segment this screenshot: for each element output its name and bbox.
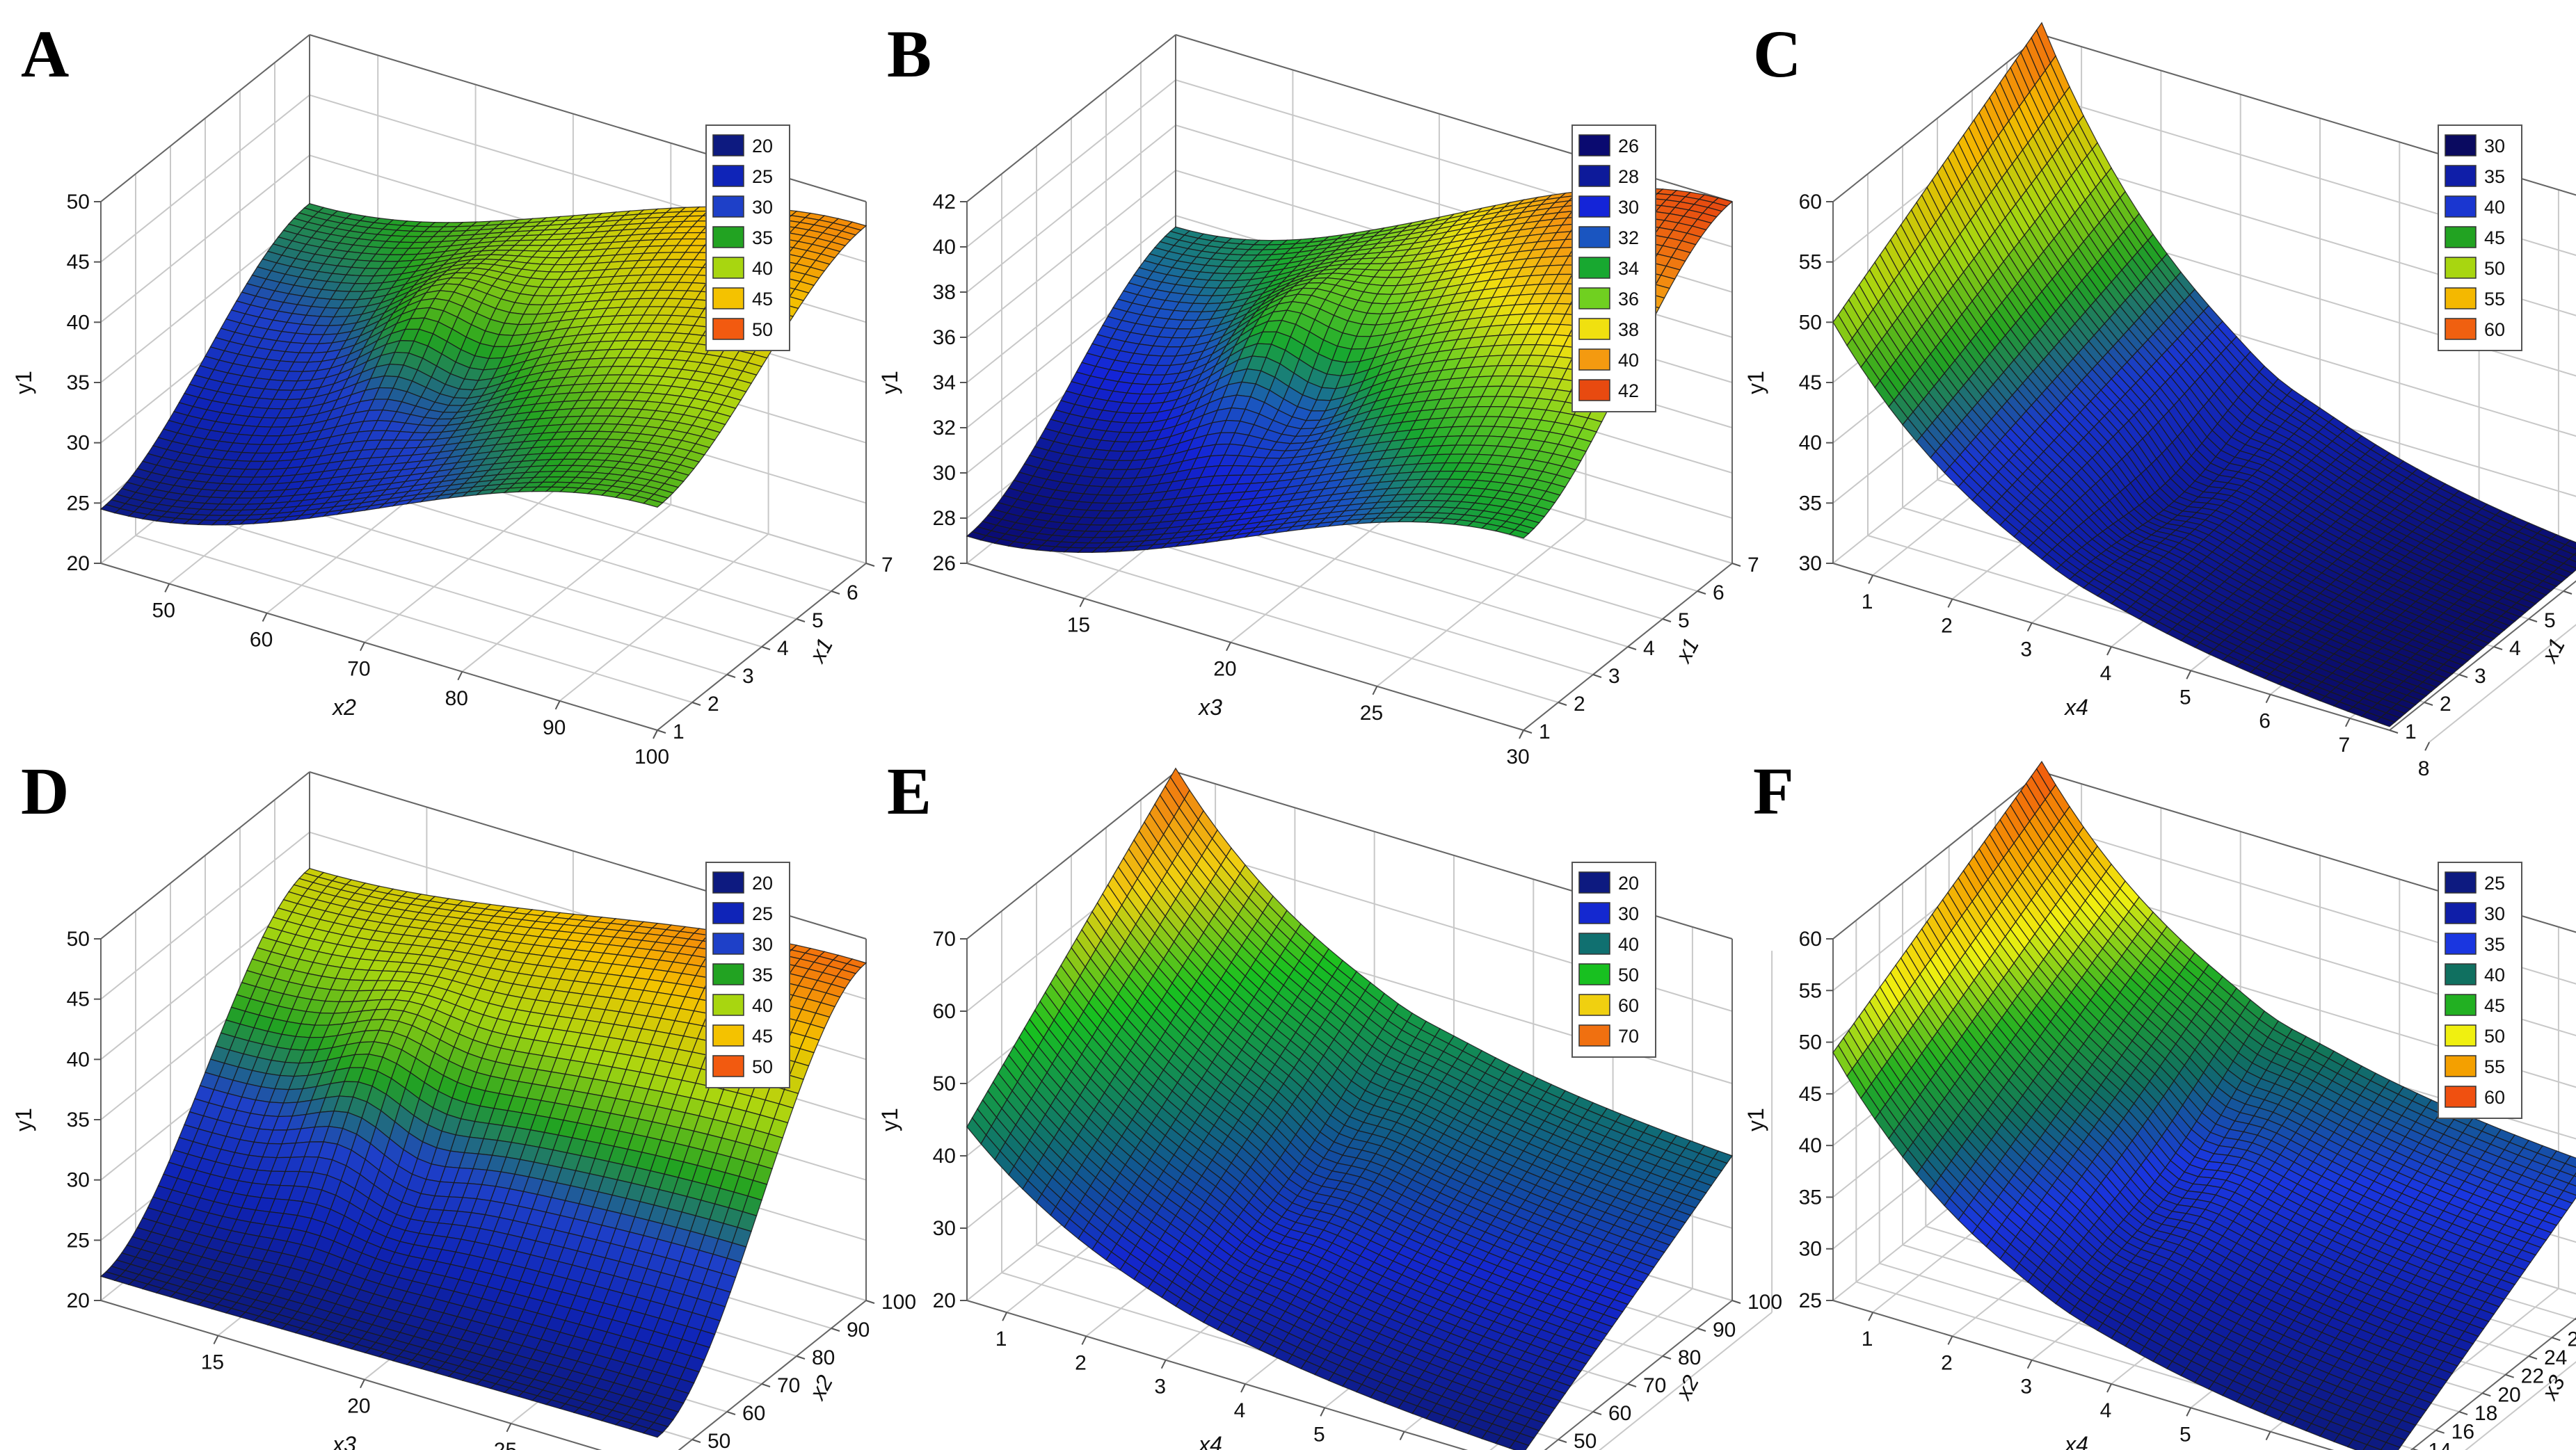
- z-tick-label: 45: [67, 251, 90, 274]
- legend-swatch: [712, 287, 744, 309]
- legend-entry: 45: [752, 289, 773, 309]
- x-axis-label: x3: [1197, 695, 1222, 720]
- legend-entry: 36: [1618, 289, 1639, 309]
- legend-entry: 38: [1618, 319, 1639, 340]
- floor-gridline-y: [170, 507, 728, 675]
- panel-label: C: [1753, 17, 1801, 91]
- z-tick-label: 38: [933, 281, 956, 304]
- y-tick-label: 3: [742, 665, 754, 688]
- x-tick-label: 15: [1067, 614, 1090, 637]
- legend-swatch: [712, 257, 744, 279]
- x-tick-label: 60: [250, 629, 273, 652]
- legend-swatch: [712, 134, 744, 156]
- z-tick-label: 30: [67, 432, 90, 455]
- y-tick-label: 5: [812, 609, 824, 632]
- legend-swatch: [1578, 165, 1610, 187]
- legend-swatch: [712, 226, 744, 248]
- axis-frame-edge: [100, 563, 658, 731]
- x-tick-label: 25: [1360, 702, 1383, 725]
- legend-swatch: [1578, 348, 1610, 371]
- legend-swatch: [712, 195, 744, 218]
- y-tick-label: 6: [847, 581, 858, 604]
- z-axis-label: y1: [877, 371, 902, 394]
- y-tick-label: 4: [777, 637, 789, 660]
- z-tick-label: 36: [933, 326, 956, 349]
- y-tick-label: 2: [1574, 693, 1585, 716]
- panel-label: B: [887, 17, 931, 91]
- floor-gridline-y: [135, 535, 693, 703]
- z-tick-label: 25: [67, 492, 90, 515]
- x-tick-label: 80: [445, 687, 468, 710]
- x-tick-label: 50: [152, 599, 175, 622]
- surface-mesh: [99, 202, 867, 526]
- z-tick-label: 40: [933, 236, 956, 259]
- legend-entry: 50: [752, 319, 773, 340]
- y-tick-label: 2: [707, 693, 719, 716]
- legend-swatch: [712, 318, 744, 340]
- y-tick-label: 6: [1713, 581, 1725, 604]
- z-tick-label: 35: [67, 371, 90, 394]
- legend-entry: 40: [752, 258, 773, 279]
- legend-swatch: [1578, 134, 1610, 156]
- legend-entry: 25: [752, 166, 773, 187]
- z-tick-label: 26: [933, 552, 956, 575]
- legend: 20 25 30 35 40 45 50: [705, 124, 790, 351]
- left-wall-gridline-z: [100, 94, 310, 263]
- z-axis-label: y1: [11, 371, 36, 394]
- legend-entry: 26: [1618, 136, 1639, 156]
- left-wall-gridline-z: [100, 154, 310, 323]
- legend-swatch: [712, 165, 744, 187]
- z-tick-label: 34: [933, 371, 956, 394]
- y-tick-label: 3: [1608, 665, 1620, 688]
- x-tick-label: 30: [1506, 746, 1529, 768]
- legend-entry: 28: [1618, 166, 1639, 187]
- x-tick-label: 90: [543, 716, 566, 739]
- x-tick-label: 100: [634, 746, 669, 768]
- z-tick-label: 20: [67, 552, 90, 575]
- y-tick-label: 4: [1643, 637, 1655, 660]
- y-tick-label: 1: [1539, 720, 1551, 743]
- legend-swatch: [1578, 195, 1610, 218]
- y-tick-label: 7: [881, 554, 893, 577]
- z-tick-label: 50: [67, 191, 90, 214]
- legend-entry: 20: [752, 136, 773, 156]
- legend-entry: 42: [1618, 380, 1639, 401]
- legend-entry: 34: [1618, 258, 1639, 279]
- axis-frame-edge: [100, 34, 310, 202]
- legend-entry: 32: [1618, 227, 1639, 248]
- legend-entry: 40: [1618, 350, 1639, 371]
- z-tick-label: 30: [933, 462, 956, 485]
- legend-swatch: [1578, 287, 1610, 309]
- panel-label: A: [21, 17, 69, 91]
- z-tick-label: 42: [933, 191, 956, 214]
- legend-swatch: [1578, 226, 1610, 248]
- legend-swatch: [1578, 379, 1610, 401]
- legend-swatch: [1578, 257, 1610, 279]
- x-axis-label: x2: [331, 695, 356, 720]
- panel-a: A5060708090100x21234567x120253035404550y…: [11, 17, 893, 768]
- legend-swatch: [1578, 318, 1610, 340]
- y-tick-label: 5: [1678, 609, 1690, 632]
- z-tick-label: 28: [933, 507, 956, 530]
- z-tick-label: 40: [67, 311, 90, 334]
- z-tick-label: 32: [933, 417, 956, 440]
- x-tick-label: 20: [1213, 658, 1236, 681]
- legend-entry: 30: [1618, 197, 1639, 218]
- y-tick-label: 7: [1747, 554, 1759, 577]
- x-tick-label: 70: [347, 658, 370, 681]
- legend-entry: 35: [752, 227, 773, 248]
- y-tick-label: 1: [673, 720, 685, 743]
- legend-entry: 30: [752, 197, 773, 218]
- legend: 26 28 30 32 34 36 38 40 42: [1571, 124, 1656, 412]
